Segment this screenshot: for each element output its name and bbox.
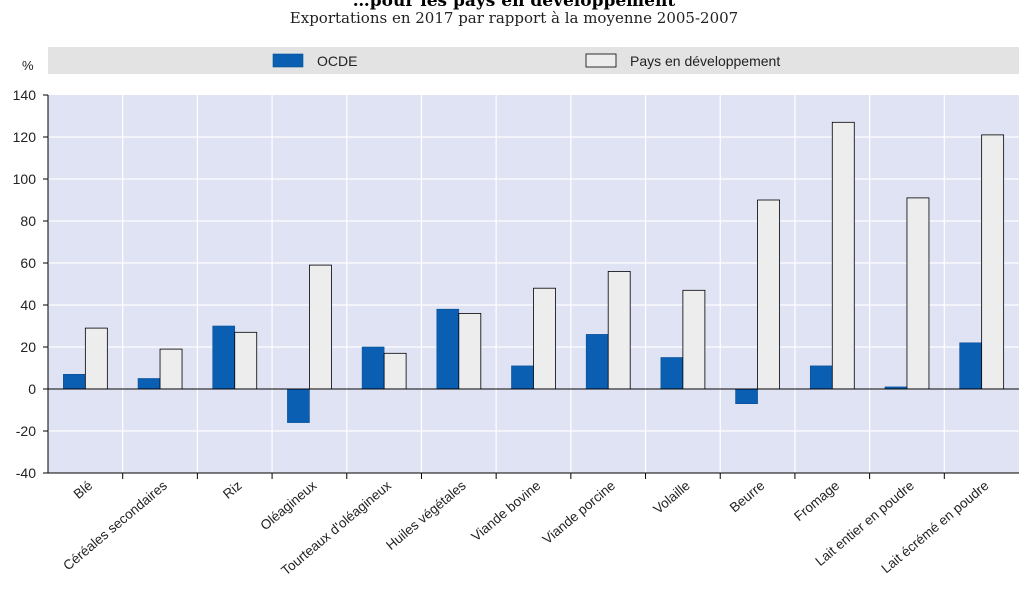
bar-ocde <box>436 308 460 390</box>
y-tick-labels: -40 -20 0 20 40 60 80 100 120 140 <box>13 87 37 481</box>
x-tick-label: Viande bovine <box>468 478 543 544</box>
x-tick-label: Volaille <box>650 478 692 517</box>
bar-ocde <box>137 378 161 390</box>
y-tick-label: 80 <box>20 213 36 229</box>
x-tick-label: Fromage <box>791 478 842 524</box>
bar-pays-en-developpement <box>234 331 258 390</box>
chart-title: …pour les pays en développement <box>353 0 676 11</box>
chart-subtitle: Exportations en 2017 par rapport à la mo… <box>290 9 738 27</box>
bar-ocde <box>212 325 236 390</box>
bar-pays-en-developpement <box>309 264 332 390</box>
y-tick-label: 20 <box>20 339 36 355</box>
bar-ocde <box>511 365 534 390</box>
bar-pays-en-developpement <box>757 199 780 390</box>
legend-label-ocde: OCDE <box>317 53 357 69</box>
legend-label-pays-en-developpement: Pays en développement <box>630 53 780 69</box>
bars <box>63 121 1005 423</box>
y-tick-label: 40 <box>20 297 36 313</box>
x-tick-label: Viande porcine <box>540 478 618 547</box>
bar-pays-en-developpement <box>383 352 407 390</box>
x-tick-label: Beurre <box>727 478 768 516</box>
y-axis-unit-label: % <box>22 58 34 73</box>
axes <box>43 94 1019 479</box>
bar-pays-en-developpement <box>458 312 482 390</box>
y-tick-label: 0 <box>28 381 36 397</box>
y-tick-label: 60 <box>20 255 36 271</box>
bar-ocde <box>809 365 833 390</box>
x-tick-label: Blé <box>71 478 96 502</box>
bar-ocde <box>63 373 86 390</box>
x-tick-label: Riz <box>220 478 245 502</box>
bar-pays-en-developpement <box>906 197 930 390</box>
bar-ocde <box>361 346 385 390</box>
bar-pays-en-developpement <box>831 121 855 390</box>
legend: OCDE Pays en développement <box>272 53 780 69</box>
y-tick-label: -40 <box>16 465 36 481</box>
plot-background <box>48 95 1019 473</box>
y-tick-label: 100 <box>13 171 37 187</box>
title-area: …pour les pays en développement <box>353 0 676 11</box>
y-tick-label: 140 <box>13 87 37 103</box>
legend-swatch-pays-en-developpement <box>585 53 617 68</box>
bar-ocde <box>959 342 982 390</box>
legend-swatch-ocde <box>272 53 304 68</box>
bar-pays-en-developpement <box>981 134 1005 390</box>
bar-pays-en-developpement <box>84 327 108 390</box>
bar-pays-en-developpement <box>607 270 631 390</box>
bar-pays-en-developpement <box>533 287 556 390</box>
legend-background <box>48 47 1019 74</box>
y-tick-label: -20 <box>16 423 36 439</box>
bar-ocde <box>735 388 758 404</box>
bar-ocde <box>585 334 609 390</box>
x-tick-label: Oléagineux <box>257 478 319 534</box>
bar-ocde <box>287 388 310 423</box>
x-tick-label: Huiles végétales <box>383 478 469 553</box>
bar-pays-en-developpement <box>159 348 183 390</box>
bar-ocde <box>660 357 684 390</box>
bar-pays-en-developpement <box>682 289 706 390</box>
plot-area <box>48 95 1019 473</box>
y-tick-label: 120 <box>13 129 37 145</box>
